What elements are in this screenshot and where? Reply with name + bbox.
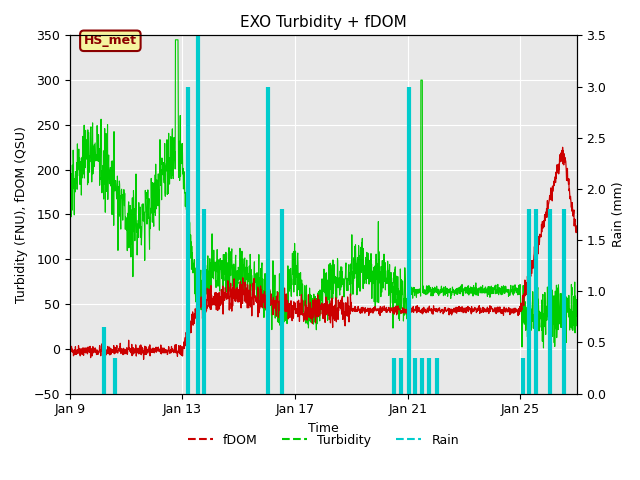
Y-axis label: Rain (mm): Rain (mm) [612,181,625,247]
Legend: fDOM, Turbidity, Rain: fDOM, Turbidity, Rain [182,429,464,452]
Title: EXO Turbidity + fDOM: EXO Turbidity + fDOM [240,15,406,30]
Y-axis label: Turbidity (FNU), fDOM (QSU): Turbidity (FNU), fDOM (QSU) [15,126,28,303]
X-axis label: Time: Time [308,422,339,435]
Text: HS_met: HS_met [84,34,137,48]
